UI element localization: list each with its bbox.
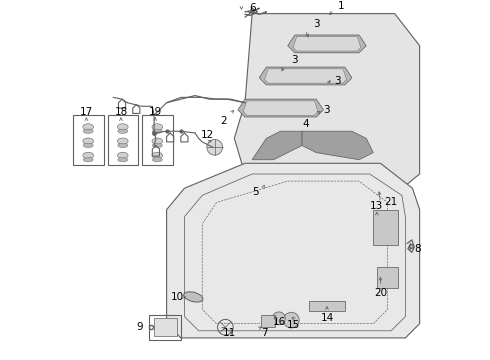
Circle shape xyxy=(272,312,285,325)
Polygon shape xyxy=(309,301,345,311)
Text: 11: 11 xyxy=(222,328,236,338)
Ellipse shape xyxy=(83,124,94,130)
Polygon shape xyxy=(265,69,346,83)
Ellipse shape xyxy=(118,152,128,159)
Ellipse shape xyxy=(83,138,94,144)
Circle shape xyxy=(284,312,299,328)
Text: 12: 12 xyxy=(201,130,214,140)
Bar xyxy=(73,115,103,165)
Text: 2: 2 xyxy=(220,116,227,126)
Text: 3: 3 xyxy=(292,55,298,65)
Polygon shape xyxy=(302,131,373,160)
Text: 9: 9 xyxy=(137,322,143,332)
Polygon shape xyxy=(154,318,177,336)
Text: 15: 15 xyxy=(287,320,300,330)
Ellipse shape xyxy=(152,143,162,148)
Polygon shape xyxy=(167,163,419,338)
Text: 17: 17 xyxy=(80,107,93,117)
Circle shape xyxy=(207,139,222,155)
Polygon shape xyxy=(293,37,361,51)
Polygon shape xyxy=(261,315,275,327)
Polygon shape xyxy=(243,101,318,115)
Ellipse shape xyxy=(83,158,93,162)
Polygon shape xyxy=(363,177,398,195)
Polygon shape xyxy=(256,174,295,192)
Ellipse shape xyxy=(118,143,128,148)
Text: 4: 4 xyxy=(302,119,309,129)
Ellipse shape xyxy=(118,158,128,162)
Ellipse shape xyxy=(152,158,162,162)
Text: 3: 3 xyxy=(324,105,330,115)
Polygon shape xyxy=(238,99,323,117)
Polygon shape xyxy=(288,35,366,53)
Text: 19: 19 xyxy=(148,107,162,117)
Ellipse shape xyxy=(152,129,162,133)
Text: 8: 8 xyxy=(415,244,421,254)
Polygon shape xyxy=(373,210,398,245)
Text: 3: 3 xyxy=(313,19,319,29)
Text: 3: 3 xyxy=(334,76,341,86)
Polygon shape xyxy=(252,131,302,160)
Text: 5: 5 xyxy=(252,187,259,197)
Text: 1: 1 xyxy=(338,1,344,12)
Text: 7: 7 xyxy=(261,328,268,338)
Bar xyxy=(143,115,172,165)
Polygon shape xyxy=(377,267,398,288)
Polygon shape xyxy=(234,14,419,206)
Ellipse shape xyxy=(152,124,163,130)
Ellipse shape xyxy=(152,152,163,159)
Ellipse shape xyxy=(152,138,163,144)
Ellipse shape xyxy=(83,152,94,159)
Ellipse shape xyxy=(118,124,128,130)
Text: 21: 21 xyxy=(385,198,398,207)
Ellipse shape xyxy=(118,138,128,144)
Polygon shape xyxy=(259,67,352,85)
Text: 20: 20 xyxy=(374,288,387,298)
Text: 14: 14 xyxy=(320,313,334,323)
Text: 18: 18 xyxy=(114,107,127,117)
Text: 13: 13 xyxy=(370,201,384,211)
Ellipse shape xyxy=(184,292,203,302)
Text: 10: 10 xyxy=(171,292,184,302)
Ellipse shape xyxy=(83,143,93,148)
Text: 6: 6 xyxy=(249,3,255,13)
Polygon shape xyxy=(184,174,405,331)
Text: 16: 16 xyxy=(273,317,286,327)
Bar xyxy=(108,115,138,165)
Ellipse shape xyxy=(118,129,128,133)
Ellipse shape xyxy=(83,129,93,133)
